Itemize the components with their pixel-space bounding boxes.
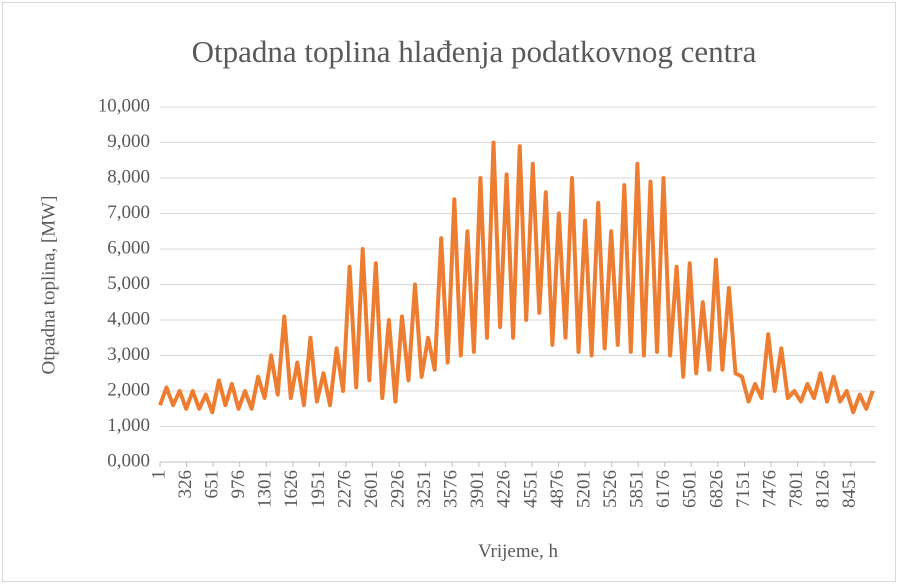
- x-tick-label: 2926: [387, 470, 408, 508]
- y-tick-label: 1,000: [107, 415, 150, 436]
- x-tick-label: 4551: [520, 470, 541, 508]
- x-tick-label: 7476: [759, 470, 780, 508]
- x-tick-label: 4226: [494, 470, 515, 508]
- y-axis-title: Otpadna toplina, [MW]: [38, 196, 59, 375]
- x-tick-label: 2276: [334, 470, 355, 508]
- y-tick-label: 8,000: [107, 166, 150, 187]
- x-tick-label: 7801: [786, 470, 807, 508]
- y-tick-label: 5,000: [107, 273, 150, 294]
- x-tick-label: 5851: [627, 470, 648, 508]
- x-tick-label: 8451: [839, 470, 860, 508]
- x-tick-label: 6826: [706, 470, 727, 508]
- x-tick-label: 1301: [255, 470, 276, 508]
- x-tick-label: 326: [175, 470, 196, 499]
- x-tick-label: 3576: [441, 470, 462, 508]
- x-tick-label: 651: [201, 470, 222, 499]
- y-tick-label: 9,000: [107, 131, 150, 152]
- y-tick-label: 3,000: [107, 344, 150, 365]
- x-tick-label: 3251: [414, 470, 435, 508]
- y-tick-label: 2,000: [107, 379, 150, 400]
- x-tick-label: 1: [148, 470, 169, 480]
- x-tick-label: 5201: [573, 470, 594, 508]
- x-tick-label: 4876: [547, 470, 568, 508]
- y-tick-label: 4,000: [107, 308, 150, 329]
- data-line: [158, 140, 875, 415]
- x-tick-label: 8126: [813, 470, 834, 508]
- chart-title: Otpadna toplina hlađenja podatkovnog cen…: [192, 34, 757, 69]
- y-tick-label: 0,000: [107, 450, 150, 471]
- x-tick-label: 7151: [733, 470, 754, 508]
- x-tick-label: 1951: [308, 470, 329, 508]
- x-axis-title: Vrijeme, h: [478, 541, 559, 562]
- x-tick-label: 2601: [361, 470, 382, 508]
- x-tick-label: 1626: [281, 470, 302, 508]
- x-tick-label: 5526: [600, 470, 621, 508]
- y-tick-label: 10,000: [98, 95, 150, 116]
- x-tick-label: 3901: [467, 470, 488, 508]
- x-tick-label: 976: [228, 470, 249, 499]
- x-tick-label: 6501: [680, 470, 701, 508]
- x-tick-label: 6176: [653, 470, 674, 508]
- y-tick-label: 6,000: [107, 237, 150, 258]
- y-tick-label: 7,000: [107, 202, 150, 223]
